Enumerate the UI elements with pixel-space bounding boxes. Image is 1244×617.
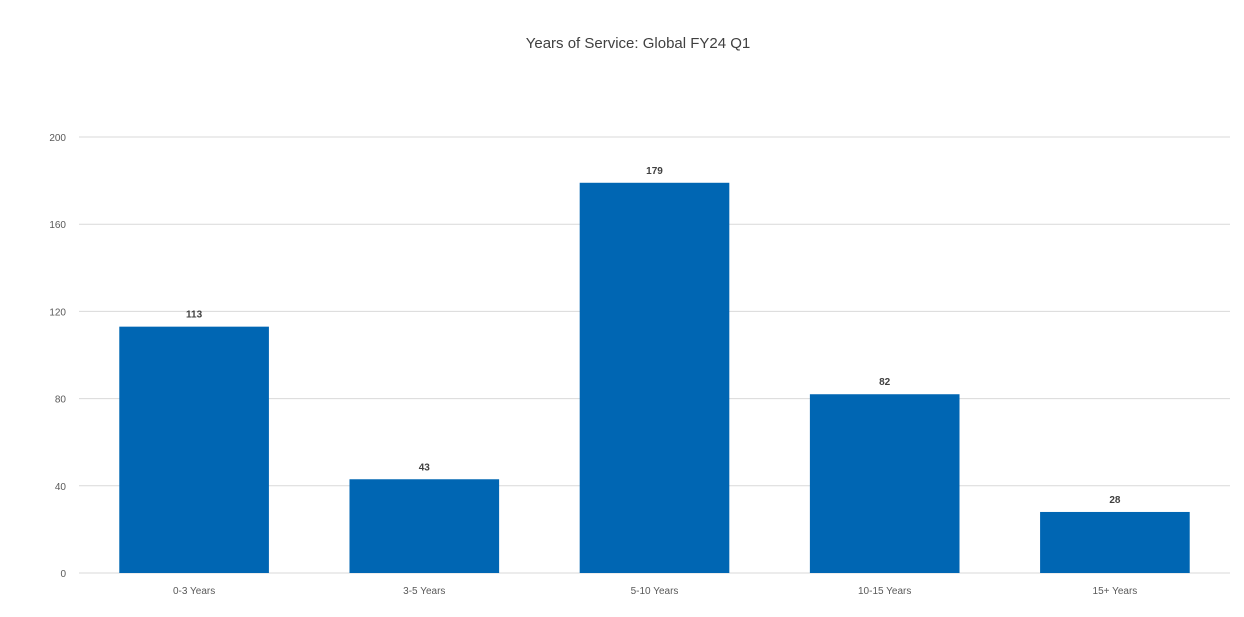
x-category-label: 3-5 Years [403,586,445,597]
y-tick-label: 160 [49,220,66,231]
data-label: 113 [186,310,203,321]
y-tick-label: 80 [55,395,67,406]
data-label: 82 [879,377,891,388]
bar [119,326,269,573]
y-axis-ticks: 0 40 80 120 160 200 [49,133,66,580]
data-label: 28 [1109,495,1121,506]
bar [579,182,730,573]
y-tick-label: 0 [60,569,66,580]
bars [119,182,1190,573]
bar [349,479,500,573]
x-category-label: 15+ Years [1093,586,1138,597]
bar [809,394,960,573]
data-labels: 113 43 179 82 28 [186,166,1121,506]
x-axis-categories: 0-3 Years 3-5 Years 5-10 Years 10-15 Years 1… [173,586,1137,597]
y-tick-label: 40 [55,482,67,493]
chart-title: Years of Service: Global FY24 Q1 [526,35,751,52]
x-category-label: 0-3 Years [173,586,215,597]
x-category-label: 5-10 Years [631,586,679,597]
data-label: 43 [419,462,431,473]
y-tick-label: 200 [49,133,66,144]
data-label: 179 [646,166,663,177]
x-category-label: 10-15 Years [858,586,911,597]
y-tick-label: 120 [49,307,66,318]
bar [1040,511,1190,573]
